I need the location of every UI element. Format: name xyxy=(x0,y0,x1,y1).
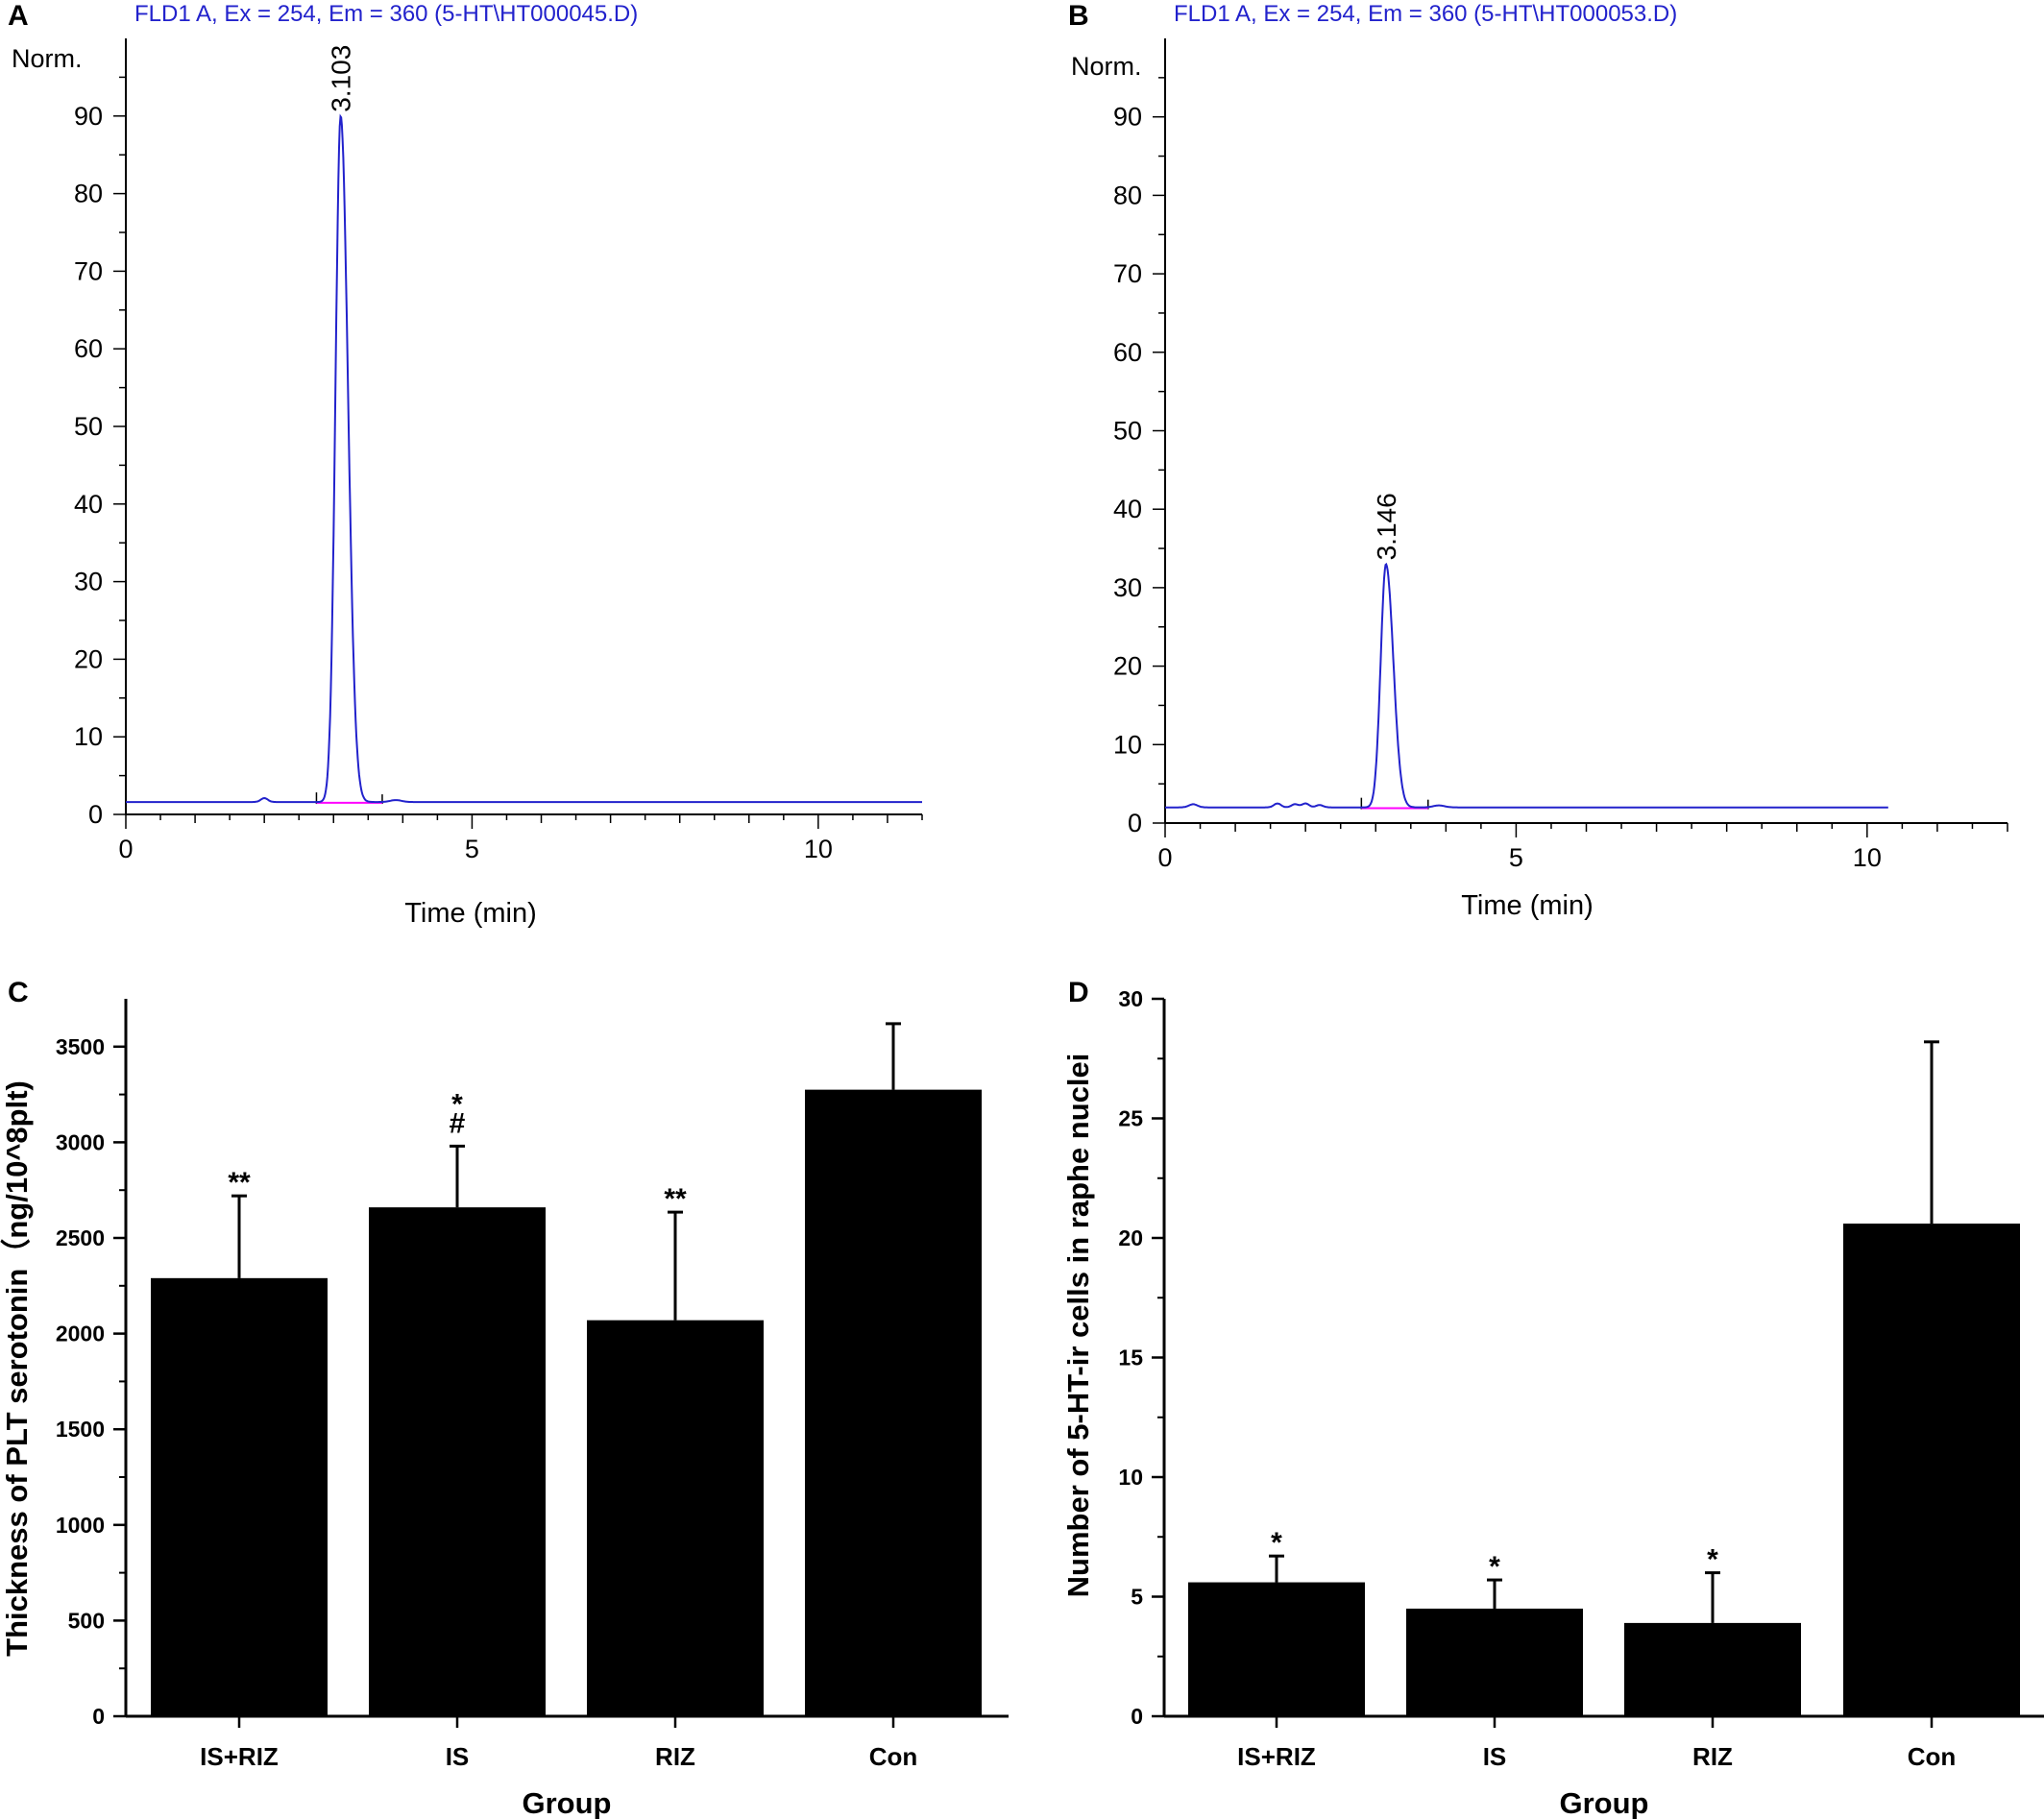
x-axis-label: Time (min) xyxy=(1461,890,1593,921)
bar xyxy=(587,1320,764,1716)
x-tick-label: RIZ xyxy=(655,1742,695,1771)
x-tick-label: Con xyxy=(869,1742,918,1771)
x-tick-label: 0 xyxy=(118,835,133,863)
y-tick-label: 30 xyxy=(1118,986,1143,1011)
chart-title: FLD1 A, Ex = 254, Em = 360 (5-HT\HT00004… xyxy=(134,1,638,27)
x-axis-label: Time (min) xyxy=(404,898,536,929)
x-tick-label: 10 xyxy=(804,835,833,863)
y-tick-label: 0 xyxy=(1131,1704,1143,1729)
x-tick-label: 10 xyxy=(1853,843,1882,872)
x-tick-label: 0 xyxy=(1157,843,1172,872)
axes xyxy=(1164,38,2008,824)
panel-letter: B xyxy=(1068,0,1089,32)
y-tick-label: 1000 xyxy=(56,1513,105,1538)
y-tick-label: 80 xyxy=(1113,181,1142,209)
x-tick-label: 5 xyxy=(465,835,479,863)
bar xyxy=(369,1207,546,1716)
peak-label: 3.103 xyxy=(327,45,356,112)
y-tick-label: 50 xyxy=(74,412,103,441)
y-tick-label: 90 xyxy=(1113,103,1142,132)
x-axis-label: Group xyxy=(523,1786,612,1819)
x-ticks: 0 5 10 xyxy=(1157,823,2008,872)
y-axis-label: Norm. xyxy=(12,44,83,73)
y-tick-label: 0 xyxy=(1128,809,1142,837)
y-tick-label: 50 xyxy=(1113,417,1142,446)
x-tick-label: Con xyxy=(1908,1742,1957,1771)
y-tick-label: 20 xyxy=(1113,652,1142,681)
x-ticks: 0 5 10 xyxy=(118,814,923,863)
bar xyxy=(1188,1582,1365,1716)
significance-label: * xyxy=(1271,1527,1282,1559)
y-tick-label: 25 xyxy=(1118,1106,1143,1131)
y-tick-label: 5 xyxy=(1131,1585,1143,1610)
y-tick-label: 3500 xyxy=(56,1034,105,1059)
bar xyxy=(151,1277,328,1716)
y-tick-label: 30 xyxy=(74,568,103,596)
bars: IS+RIZ ** IS #* RIZ ** Con xyxy=(151,1022,982,1771)
y-tick-label: 10 xyxy=(1118,1465,1143,1490)
y-axis-label: Number of 5-HT-ir cells in raphe nuclei xyxy=(1061,1054,1095,1598)
x-tick-label: IS+RIZ xyxy=(200,1742,279,1771)
x-tick-label: IS xyxy=(1483,1742,1507,1771)
y-tick-label: 0 xyxy=(92,1704,105,1729)
bar xyxy=(1624,1622,1801,1716)
significance-label: ** xyxy=(228,1167,251,1199)
y-tick-label: 40 xyxy=(74,490,103,519)
y-tick-label: 90 xyxy=(74,102,103,131)
panel-letter: A xyxy=(8,0,29,32)
y-tick-label: 0 xyxy=(88,800,103,829)
y-tick-label: 20 xyxy=(74,644,103,673)
y-tick-label: 40 xyxy=(1113,495,1142,523)
x-axis-label: Group xyxy=(1560,1786,1649,1819)
y-tick-label: 10 xyxy=(74,722,103,751)
y-axis-label: Thickness of PLT serotonin（ng/10^8plt) xyxy=(0,1080,34,1657)
panel-b: B FLD1 A, Ex = 254, Em = 360 (5-HT\HT000… xyxy=(1068,0,2008,921)
significance-label: * xyxy=(1489,1551,1500,1583)
y-tick-label: 10 xyxy=(1113,730,1142,759)
y-ticks: 0 10 20 30 40 50 60 70 80 90 xyxy=(74,76,126,829)
y-tick-label: 15 xyxy=(1118,1346,1143,1370)
y-tick-label: 80 xyxy=(74,180,103,208)
panel-d: D 0 5 10 15 20 25 30 IS+RIZ * IS * RIZ * Con Group N… xyxy=(1061,977,2044,1819)
bar xyxy=(1406,1608,1583,1716)
peak-label: 3.146 xyxy=(1372,493,1401,560)
y-tick-label: 20 xyxy=(1118,1225,1143,1250)
series-line xyxy=(1165,562,1888,809)
y-tick-label: 1500 xyxy=(56,1417,105,1442)
bars: IS+RIZ * IS * RIZ * Con xyxy=(1188,1040,2020,1771)
y-tick-label: 70 xyxy=(74,256,103,285)
bar xyxy=(805,1089,982,1716)
panel-letter: C xyxy=(8,977,29,1008)
y-tick-label: 30 xyxy=(1113,573,1142,602)
y-tick-label: 2000 xyxy=(56,1322,105,1346)
chart-title: FLD1 A, Ex = 254, Em = 360 (5-HT\HT00005… xyxy=(1174,1,1677,27)
y-tick-label: 70 xyxy=(1113,259,1142,288)
significance-label: ** xyxy=(664,1183,687,1215)
y-tick-label: 60 xyxy=(1113,338,1142,367)
y-axis-label: Norm. xyxy=(1071,52,1142,81)
significance-label: * xyxy=(1707,1544,1718,1576)
y-tick-label: 500 xyxy=(68,1608,105,1633)
panel-a: A FLD1 A, Ex = 254, Em = 360 (5-HT\HT000… xyxy=(8,0,923,929)
x-tick-label: 5 xyxy=(1509,843,1523,872)
significance-label: * xyxy=(451,1088,463,1120)
y-tick-label: 60 xyxy=(74,334,103,363)
axes xyxy=(125,38,922,815)
y-ticks: 0 500 1000 1500 2000 2500 3000 3500 xyxy=(56,1034,126,1729)
bar xyxy=(1843,1224,2020,1716)
significance-label: # xyxy=(450,1107,466,1139)
panel-letter: D xyxy=(1068,977,1089,1008)
y-tick-label: 3000 xyxy=(56,1129,105,1154)
y-ticks: 0 10 20 30 40 50 60 70 80 90 xyxy=(1113,77,1165,837)
y-tick-label: 2500 xyxy=(56,1225,105,1250)
x-tick-label: IS+RIZ xyxy=(1237,1742,1316,1771)
x-tick-label: IS xyxy=(446,1742,470,1771)
series-line xyxy=(126,113,922,804)
x-tick-label: RIZ xyxy=(1692,1742,1733,1771)
y-ticks: 0 5 10 15 20 25 30 xyxy=(1118,986,1164,1729)
